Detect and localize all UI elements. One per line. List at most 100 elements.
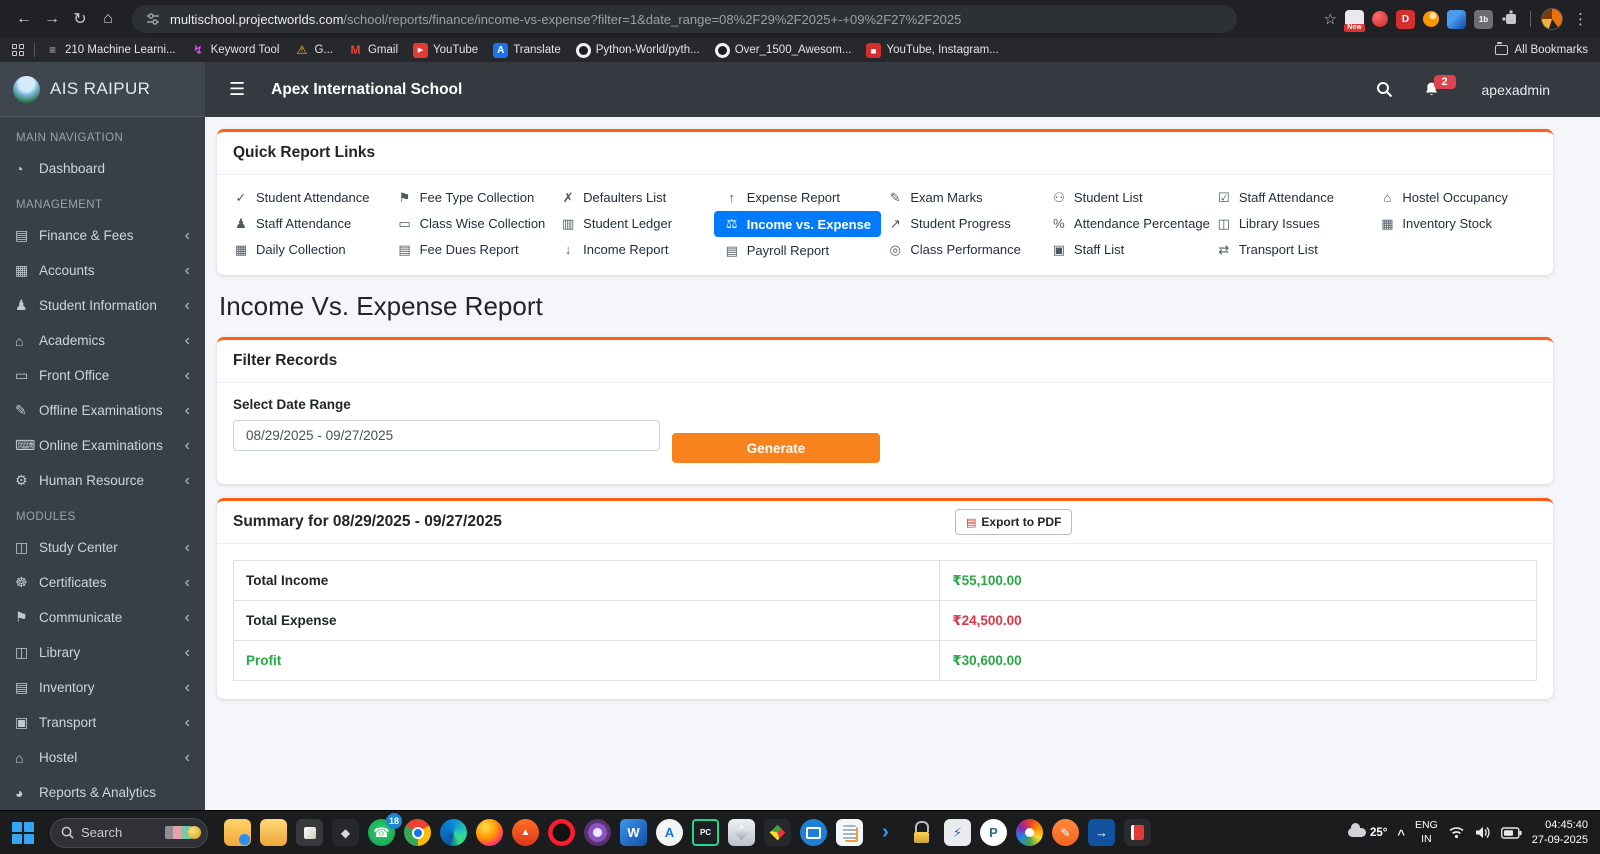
hamburger-menu-icon[interactable]: ☰	[229, 79, 246, 99]
quick-link-fee-dues-report[interactable]: ▤ Fee Dues Report	[397, 241, 518, 258]
taskbar-icon-postgresql[interactable]: P	[980, 819, 1007, 846]
taskbar-icon-vbox-cube[interactable]	[728, 819, 755, 846]
wifi-icon[interactable]	[1448, 826, 1465, 839]
quick-link-fee-type-collection[interactable]: ⚑ Fee Type Collection	[397, 189, 535, 206]
all-bookmarks[interactable]: All Bookmarks	[1494, 42, 1588, 56]
quick-link-student-progress[interactable]: ↗ Student Progress	[887, 215, 1011, 232]
taskbar-icon-unity[interactable]: ◆	[332, 819, 359, 846]
sidebar-item-front-office[interactable]: ▭ Front Office ‹	[0, 358, 205, 393]
taskbar-icon-file-explorer[interactable]	[260, 819, 287, 846]
weather-widget[interactable]: 25°	[1347, 823, 1387, 839]
user-menu[interactable]: apexadmin	[1481, 81, 1551, 98]
profile-avatar[interactable]	[1541, 8, 1563, 30]
taskbar-search[interactable]: Search	[50, 817, 208, 848]
address-bar[interactable]: multischool.projectworlds.com/school/rep…	[132, 5, 1237, 33]
bookmark-python-world-pyth[interactable]: Python-World/pyth...	[575, 42, 700, 58]
notifications-bell-icon[interactable]: 2	[1423, 75, 1456, 98]
quick-link-class-performance[interactable]: ◎ Class Performance	[887, 241, 1021, 258]
battery-icon[interactable]	[1500, 826, 1522, 839]
extension-one-b-icon[interactable]: 1b	[1474, 9, 1493, 29]
sidebar-item-communicate[interactable]: ⚑ Communicate ‹	[0, 600, 205, 635]
sidebar-item-student-information[interactable]: ♟ Student Information ‹	[0, 288, 205, 323]
quick-link-staff-attendance[interactable]: ☑ Staff Attendance	[1216, 189, 1334, 206]
bookmark-youtube[interactable]: ▶ YouTube	[413, 42, 478, 58]
sidebar-item-inventory[interactable]: ▤ Inventory ‹	[0, 670, 205, 705]
taskbar-icon-app-store[interactable]: A	[656, 819, 683, 846]
tray-overflow-chevron[interactable]: ^	[1397, 827, 1405, 842]
taskbar-icon-firefox[interactable]	[476, 819, 503, 846]
quick-link-student-ledger[interactable]: ▥ Student Ledger	[560, 215, 672, 232]
start-button[interactable]	[12, 821, 34, 844]
side-panel-grid-icon[interactable]	[12, 44, 24, 56]
quick-link-income-vs-expense[interactable]: ⚖ Income vs. Expense	[713, 211, 882, 237]
back-icon[interactable]: ←	[16, 10, 32, 27]
volume-icon[interactable]	[1475, 826, 1491, 839]
site-settings-icon[interactable]	[146, 12, 160, 26]
sidebar-item-dashboard[interactable]: ◔ Dashboard	[0, 151, 205, 186]
date-range-input[interactable]	[233, 420, 660, 451]
extension-puzzle-icon[interactable]	[1501, 10, 1520, 29]
sidebar-item-finance-fees[interactable]: ▤ Finance & Fees ‹	[0, 218, 205, 253]
extension-swirl-orange-icon[interactable]	[1423, 11, 1439, 27]
extension-d-red-icon[interactable]: D	[1396, 9, 1415, 29]
taskbar-icon-word[interactable]: W	[620, 819, 647, 846]
quick-link-expense-report[interactable]: ↑ Expense Report	[724, 189, 840, 206]
quick-link-exam-marks[interactable]: ✎ Exam Marks	[887, 189, 983, 206]
quick-link-attendance-percentage[interactable]: % Attendance Percentage	[1051, 215, 1210, 232]
taskbar-icon-chrome[interactable]	[404, 819, 431, 846]
taskbar-icon-remote-desktop[interactable]	[800, 819, 827, 846]
brand[interactable]: AIS RAIPUR	[0, 62, 205, 117]
taskbar-icon-color-wheel[interactable]	[1016, 819, 1043, 846]
forward-icon[interactable]: →	[44, 10, 60, 27]
sidebar-item-online-examinations[interactable]: ⌨ Online Examinations ‹	[0, 428, 205, 463]
quick-link-student-list[interactable]: ⚇ Student List	[1051, 189, 1142, 206]
taskbar-icon-brave[interactable]: ▲	[512, 819, 539, 846]
quick-link-inventory-stock[interactable]: ▦ Inventory Stock	[1379, 215, 1492, 232]
sidebar-item-offline-examinations[interactable]: ✎ Offline Examinations ‹	[0, 393, 205, 428]
bookmark-youtube-instagram[interactable]: ▅ YouTube, Instagram...	[866, 42, 999, 58]
taskbar-icon-opera[interactable]	[548, 819, 575, 846]
quick-link-daily-collection[interactable]: ▦ Daily Collection	[233, 241, 346, 258]
browser-menu-icon[interactable]: ⋮	[1573, 11, 1588, 28]
quick-link-hostel-occupancy[interactable]: ⌂ Hostel Occupancy	[1379, 189, 1507, 206]
sidebar-item-accounts[interactable]: ▦ Accounts ‹	[0, 253, 205, 288]
quick-link-staff-list[interactable]: ▣ Staff List	[1051, 241, 1125, 258]
taskbar-icon-notes[interactable]	[836, 819, 863, 846]
sidebar-item-human-resource[interactable]: ⚙ Human Resource ‹	[0, 463, 205, 498]
bookmark-over-1500-awesom[interactable]: Over_1500_Awesom...	[714, 42, 851, 58]
bookmark-keyword-tool[interactable]: ↯ Keyword Tool	[191, 43, 279, 58]
export-to-pdf-button[interactable]: ▤ Export to PDF	[955, 509, 1073, 535]
sidebar-item-hostel[interactable]: ⌂ Hostel ‹	[0, 740, 205, 775]
taskbar-icon-folder-sync[interactable]	[224, 819, 251, 846]
extension-red-dot-icon[interactable]	[1372, 11, 1388, 27]
taskbar-icon-pencil[interactable]: ✎	[1052, 819, 1079, 846]
bookmark-star-icon[interactable]: ☆	[1323, 11, 1337, 28]
bookmark-g[interactable]: ⚠ G...	[294, 43, 333, 58]
taskbar-icon-whatsapp[interactable]: ☎ 18	[368, 813, 402, 846]
quick-link-defaulters-list[interactable]: ✗ Defaulters List	[560, 189, 667, 206]
language-indicator[interactable]: ENG IN	[1415, 819, 1438, 845]
quick-link-payroll-report[interactable]: ▤ Payroll Report	[724, 242, 830, 259]
sidebar-item-reports-analytics[interactable]: ◕ Reports & Analytics	[0, 775, 205, 810]
taskbar-icon-edge[interactable]	[440, 819, 467, 846]
quick-link-student-attendance[interactable]: ✓ Student Attendance	[233, 189, 370, 206]
quick-link-transport-list[interactable]: ⇄ Transport List	[1216, 241, 1317, 258]
taskbar-icon-vscode[interactable]: ›	[872, 819, 899, 846]
taskbar-icon-prism-cube[interactable]	[764, 819, 791, 846]
bookmark-translate[interactable]: A Translate	[493, 42, 561, 58]
quick-link-income-report[interactable]: ↓ Income Report	[560, 241, 669, 258]
extension-new-badge-icon[interactable]: New	[1344, 9, 1365, 32]
bookmark-gmail[interactable]: M Gmail	[348, 43, 398, 58]
taskbar-icon-photos[interactable]	[296, 819, 323, 846]
taskbar-icon-tor[interactable]	[584, 819, 611, 846]
quick-link-class-wise-collection[interactable]: ▭ Class Wise Collection	[397, 215, 545, 232]
sidebar-item-academics[interactable]: ⌂ Academics ‹	[0, 323, 205, 358]
taskbar-icon-device-manager[interactable]: ⚡	[944, 819, 971, 846]
quick-link-staff-attendance[interactable]: ♟ Staff Attendance	[233, 215, 351, 232]
taskbar-icon-share-export[interactable]: →	[1088, 819, 1115, 846]
taskbar-icon-movie[interactable]	[1124, 819, 1151, 846]
bookmark-210-machine-learni[interactable]: ≡ 210 Machine Learni...	[45, 43, 176, 58]
taskbar-icon-lock[interactable]	[908, 819, 935, 846]
quick-link-library-issues[interactable]: ◫ Library Issues	[1216, 215, 1320, 232]
search-icon[interactable]	[1376, 81, 1393, 98]
